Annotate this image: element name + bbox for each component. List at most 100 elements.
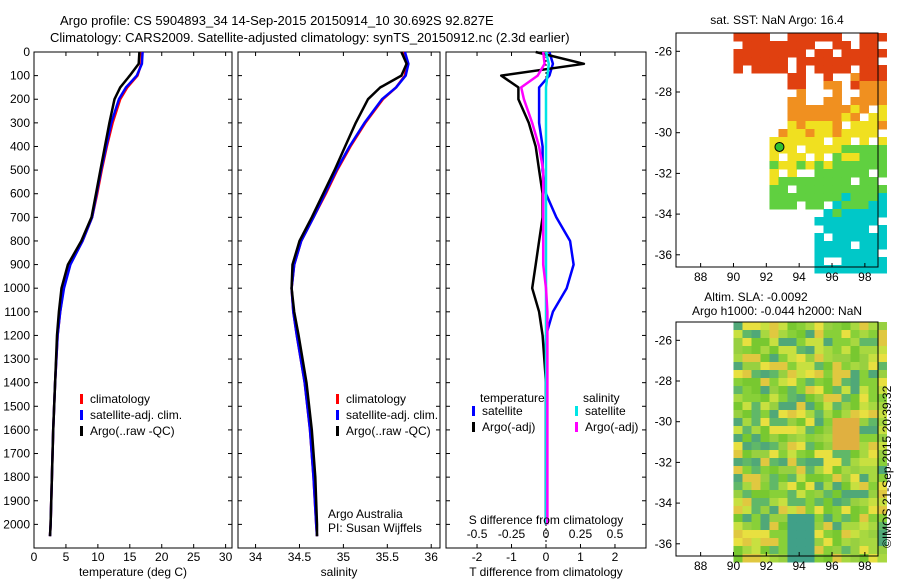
sla-map-cell <box>868 418 878 427</box>
sla-map-cell <box>787 346 797 355</box>
sla-map-cell <box>805 418 815 427</box>
sla-map-cell <box>751 482 761 491</box>
sla-map-cell <box>823 322 833 331</box>
sst-map-cell <box>751 41 761 50</box>
sla-map-cell <box>832 426 842 435</box>
sla-map-cell <box>877 394 887 403</box>
sla-map-cell <box>787 338 797 347</box>
sla-map-cell <box>751 442 761 451</box>
sla-map-cell <box>868 490 878 499</box>
sst-map-cell <box>796 57 806 66</box>
sla-map-cell <box>751 370 761 379</box>
sla-map-cell <box>778 458 788 467</box>
sla-map-cell <box>760 506 770 515</box>
sst-map-cell <box>841 169 851 178</box>
sla-map-cell <box>805 370 815 379</box>
sla-map-cell <box>877 418 887 427</box>
sst-map-cell <box>877 209 887 218</box>
salinity-plot-frame <box>237 51 441 549</box>
sst-map-cell <box>823 265 833 274</box>
sla-map-lat-label: -32 <box>655 455 673 469</box>
sst-map-lat-label: -32 <box>655 166 673 180</box>
sla-map-cell <box>832 330 842 339</box>
sla-map-cell <box>769 386 779 395</box>
sla-map-cell <box>760 538 770 547</box>
sla-map-cell <box>859 378 869 387</box>
sst-map-cell <box>841 113 851 122</box>
depth-tick-label: 800 <box>10 234 30 248</box>
sla-map-cell <box>742 474 752 483</box>
sla-map-cell <box>787 402 797 411</box>
sla-map-cell <box>868 434 878 443</box>
sst-map-cell <box>733 65 743 74</box>
sla-map-cell <box>814 458 824 467</box>
sst-map-cell <box>805 105 815 114</box>
sst-map-cell <box>841 129 851 138</box>
sst-map-cell <box>796 89 806 98</box>
sla-map-cell <box>751 434 761 443</box>
sla-map-cell <box>850 522 860 531</box>
sla-map-cell <box>751 450 761 459</box>
sla-map-cell <box>877 530 887 539</box>
sla-map-cell <box>859 346 869 355</box>
sla-map-cell <box>859 322 869 331</box>
sla-map-cell <box>796 370 806 379</box>
salinity-xtick-label: 34 <box>249 550 263 564</box>
sst-map-cell <box>778 41 788 50</box>
sla-map-cell <box>796 418 806 427</box>
sla-map-cell <box>877 474 887 483</box>
sla-map-cell <box>733 394 743 403</box>
sla-map-cell <box>733 354 743 363</box>
depth-tick-label: 1900 <box>3 494 30 508</box>
sla-map-cell <box>778 386 788 395</box>
sst-map-cell <box>832 89 842 98</box>
sst-map-cell <box>859 177 869 186</box>
sla-map-cell <box>850 474 860 483</box>
sla-map-cell <box>742 546 752 555</box>
sla-map-cell <box>877 554 887 563</box>
sla-map-cell <box>778 434 788 443</box>
sst-map-cell <box>850 97 860 106</box>
sla-map-cell <box>841 530 851 539</box>
sst-map-cell <box>814 137 824 146</box>
imos-credit: ©IMOS 21-Sep-2015 20:39:32 <box>880 385 894 548</box>
legend-swatch <box>336 394 339 404</box>
temperature-xtick-label: 0 <box>31 550 38 564</box>
sla-map-cell <box>751 514 761 523</box>
sla-map-cell <box>769 378 779 387</box>
sst-map-cell <box>760 49 770 58</box>
sla-map-cell <box>787 410 797 419</box>
sla-map-cell <box>877 354 887 363</box>
sst-map-cell <box>814 33 824 42</box>
sla-map-cell <box>868 330 878 339</box>
sst-map-lat-label: -34 <box>655 207 673 221</box>
sst-map-cell <box>769 65 779 74</box>
sla-map-cell <box>805 378 815 387</box>
sst-map-lat-label: -30 <box>655 126 673 140</box>
sla-map-cell <box>733 554 743 563</box>
sst-map-cell <box>868 81 878 90</box>
sla-map-cell <box>832 498 842 507</box>
sst-map-cell <box>859 257 869 266</box>
sla-map-cell <box>751 466 761 475</box>
sla-map-cell <box>814 338 824 347</box>
sst-map-cell <box>814 153 824 162</box>
sst-map-cell <box>787 145 797 154</box>
sst-map-cell <box>859 89 869 98</box>
sla-map-cell <box>868 498 878 507</box>
sst-map-cell <box>850 169 860 178</box>
sst-map-cell <box>823 169 833 178</box>
sla-map-cell <box>823 498 833 507</box>
sla-map-cell <box>841 498 851 507</box>
sla-map-cell <box>796 442 806 451</box>
sla-map-cell <box>877 378 887 387</box>
sst-map-cell <box>868 33 878 42</box>
sst-map-cell <box>868 161 878 170</box>
sst-map-cell <box>877 105 887 114</box>
sla-map-cell <box>742 514 752 523</box>
sla-map-cell <box>814 386 824 395</box>
temperature-series-argorawqc <box>48 51 141 537</box>
sst-map-cell <box>778 129 788 138</box>
sst-map-cell <box>868 241 878 250</box>
sla-map-cell <box>787 426 797 435</box>
